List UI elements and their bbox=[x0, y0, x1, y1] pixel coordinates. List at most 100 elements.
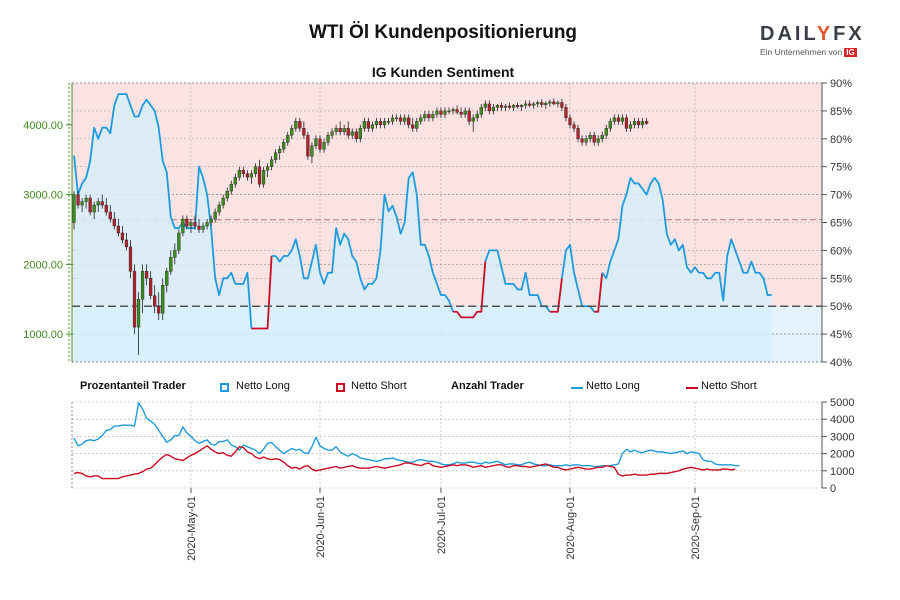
price-candle bbox=[290, 124, 294, 139]
candle-body bbox=[620, 117, 625, 122]
price-candle bbox=[580, 135, 584, 146]
candle-body bbox=[354, 131, 358, 139]
price-candle bbox=[447, 107, 451, 115]
price-candle bbox=[334, 124, 338, 136]
price-candle bbox=[322, 138, 326, 153]
price-candle bbox=[584, 135, 588, 146]
price-candle bbox=[286, 131, 290, 146]
sentiment-tick-label: 45% bbox=[830, 329, 852, 341]
candle-body bbox=[282, 142, 286, 150]
price-candle bbox=[153, 285, 157, 314]
price-tick-label: 4000.00 bbox=[23, 120, 63, 132]
price-candle bbox=[269, 156, 274, 171]
candle-body bbox=[100, 201, 104, 206]
price-candle bbox=[104, 198, 108, 216]
candle-body bbox=[233, 176, 237, 185]
ig-badge: IG bbox=[844, 48, 857, 57]
candle-body bbox=[132, 271, 137, 328]
candle-body bbox=[116, 225, 120, 234]
netto-short-segment bbox=[453, 261, 487, 319]
netto-long-segment bbox=[73, 93, 253, 329]
price-tick-labels: 1000.00 2000.00 3000.00 4000.00 bbox=[23, 120, 72, 341]
candle-body bbox=[358, 128, 362, 139]
price-candle bbox=[169, 250, 173, 275]
price-candle bbox=[140, 264, 145, 314]
price-candle bbox=[407, 114, 411, 129]
candle-body bbox=[318, 138, 322, 150]
candle-body bbox=[560, 102, 564, 108]
candle-body bbox=[447, 110, 451, 113]
logo-subtext: Ein Unternehmen von bbox=[760, 47, 843, 57]
candle-body bbox=[399, 117, 403, 122]
candle-body bbox=[507, 105, 512, 108]
price-candle bbox=[491, 103, 495, 115]
price-candle bbox=[237, 166, 241, 181]
price-candle bbox=[471, 114, 475, 132]
dailyfx-logo: DAILYFX Ein Unternehmen von IG bbox=[760, 24, 870, 64]
candle-body bbox=[475, 114, 479, 119]
price-candle bbox=[588, 131, 592, 143]
candle-body bbox=[225, 190, 229, 199]
candle-body bbox=[515, 105, 520, 107]
chart-subtitle: IG Kunden Sentiment bbox=[371, 64, 515, 80]
candle-body bbox=[257, 166, 262, 185]
candle-body bbox=[128, 246, 133, 272]
candle-body bbox=[624, 117, 629, 129]
legend-long-line-icon bbox=[571, 387, 583, 389]
candle-body bbox=[221, 197, 225, 206]
price-candle bbox=[507, 102, 512, 110]
price-candle bbox=[173, 243, 177, 265]
candle-body bbox=[326, 135, 330, 143]
price-candle bbox=[306, 131, 310, 160]
date-tick-labels: 2020-May-01 2020-Jun-01 2020-Jul-01 2020-Au… bbox=[186, 488, 702, 561]
candle-body bbox=[104, 204, 108, 213]
price-candles bbox=[72, 98, 649, 356]
candle-body bbox=[209, 218, 213, 223]
price-candle bbox=[185, 215, 189, 230]
price-tick-label: 3000.00 bbox=[23, 190, 63, 202]
price-candle bbox=[483, 100, 487, 111]
price-candle bbox=[548, 99, 552, 107]
price-candle bbox=[193, 215, 197, 230]
candle-body bbox=[278, 149, 282, 153]
price-candle bbox=[403, 114, 407, 125]
price-candle bbox=[128, 239, 133, 279]
candle-body bbox=[346, 128, 350, 136]
price-tick-label: 2000.00 bbox=[23, 259, 63, 271]
candle-body bbox=[394, 117, 399, 120]
date-tick-label: 2020-Aug-01 bbox=[565, 496, 577, 560]
candle-body bbox=[407, 117, 411, 126]
price-candle bbox=[72, 191, 76, 230]
candle-body bbox=[261, 169, 266, 185]
price-candle bbox=[572, 121, 576, 132]
candle-body bbox=[495, 105, 500, 108]
candle-body bbox=[556, 102, 560, 105]
price-candle bbox=[157, 292, 161, 321]
candle-body bbox=[511, 105, 516, 108]
date-tick-label: 2020-Jun-01 bbox=[315, 496, 327, 558]
price-candle bbox=[463, 107, 467, 118]
price-candle bbox=[419, 114, 423, 125]
candle-body bbox=[467, 110, 471, 122]
logo-text-suffix: FX bbox=[833, 23, 865, 45]
date-tick-label: 2020-May-01 bbox=[186, 496, 198, 561]
price-candle bbox=[640, 117, 645, 129]
price-candle bbox=[620, 114, 625, 125]
candle-body bbox=[499, 105, 504, 108]
price-candle bbox=[177, 229, 181, 254]
sentiment-tick-label: 90% bbox=[830, 78, 852, 90]
price-candle bbox=[644, 117, 649, 125]
price-candle bbox=[318, 135, 322, 153]
candle-body bbox=[382, 121, 387, 126]
price-candle bbox=[374, 117, 379, 129]
candle-body bbox=[153, 295, 157, 307]
candle-body bbox=[205, 222, 209, 227]
candle-body bbox=[374, 121, 379, 126]
price-candle bbox=[84, 194, 88, 209]
candle-body bbox=[76, 194, 80, 206]
price-candle bbox=[515, 102, 520, 109]
price-candle bbox=[358, 124, 362, 143]
legend-short-line-icon bbox=[686, 387, 698, 389]
price-candle bbox=[455, 105, 459, 115]
candle-body bbox=[524, 103, 528, 106]
